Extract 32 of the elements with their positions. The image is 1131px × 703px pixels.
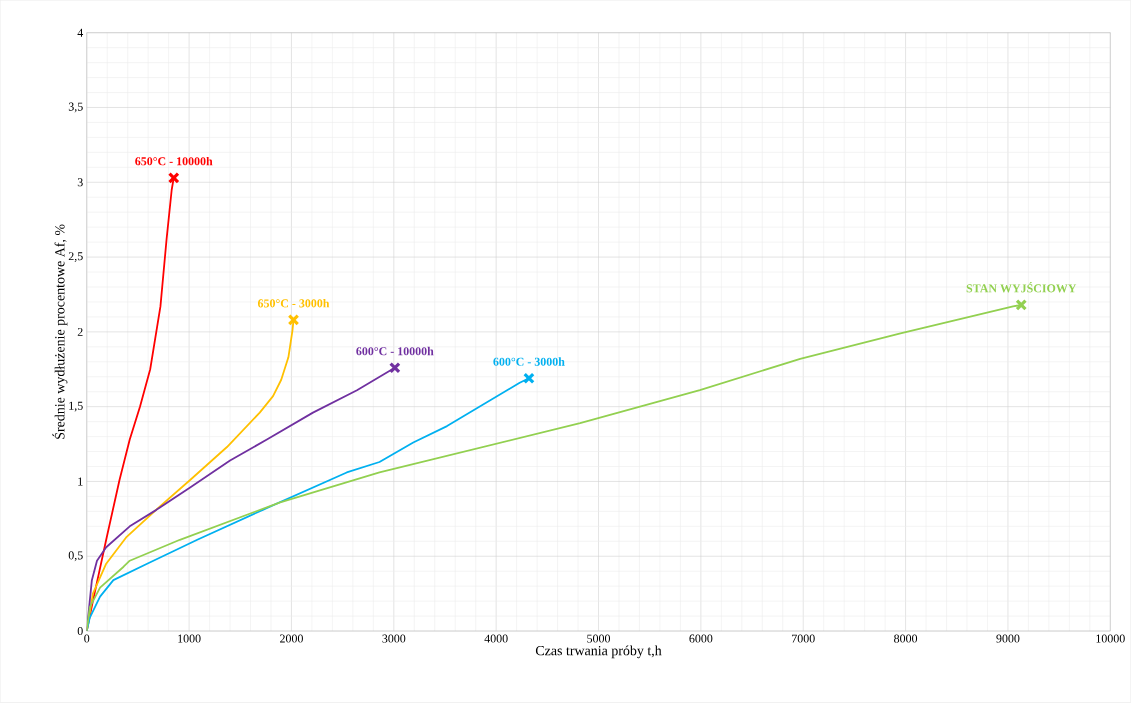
series-label: 600°C - 10000h	[356, 346, 434, 356]
series-label: 650°C - 10000h	[135, 157, 213, 166]
y-tick-label: 3,5	[68, 102, 83, 113]
x-tick-label: 1000	[178, 634, 201, 643]
point	[1015, 299, 1028, 311]
point	[523, 372, 535, 385]
x-tick-label: 8000	[894, 634, 918, 643]
y-tick-label: 1,5	[69, 401, 83, 412]
x-axis-title: Czas trwania próby t,h	[535, 645, 662, 659]
x-tick-label: 10000	[1096, 634, 1125, 643]
series-label: STAN WYJŚCIOWY	[966, 282, 1077, 293]
x-tick-label: 2000	[280, 634, 303, 643]
y-tick-label: 0	[77, 627, 83, 636]
point	[167, 172, 180, 184]
y-tick-label: 2,5	[68, 252, 83, 263]
x-tick-label: 3000	[382, 634, 406, 643]
series-label: 650°C - 3000h	[257, 299, 330, 308]
point	[389, 362, 401, 374]
x-tick-label: 6000	[689, 634, 713, 643]
x-tick-label: 9000	[996, 634, 1020, 643]
series-label: 600°C - 3000h	[493, 357, 565, 366]
x-tick-label: 5000	[587, 634, 611, 643]
y-tick-label: 4	[77, 28, 84, 37]
x-tick-label: 7000	[792, 634, 815, 643]
y-tick-label: 3	[77, 178, 83, 187]
point	[287, 314, 300, 326]
y-tick-label: 2	[77, 328, 83, 336]
y-tick-label: 1	[78, 477, 83, 486]
y-axis-title: Średnie wydłużenie procentowe Af, %	[52, 224, 68, 439]
x-tick-label: 4000	[484, 634, 508, 643]
x-tick-label: 0	[84, 634, 90, 643]
y-tick-label: 0,5	[68, 551, 83, 562]
